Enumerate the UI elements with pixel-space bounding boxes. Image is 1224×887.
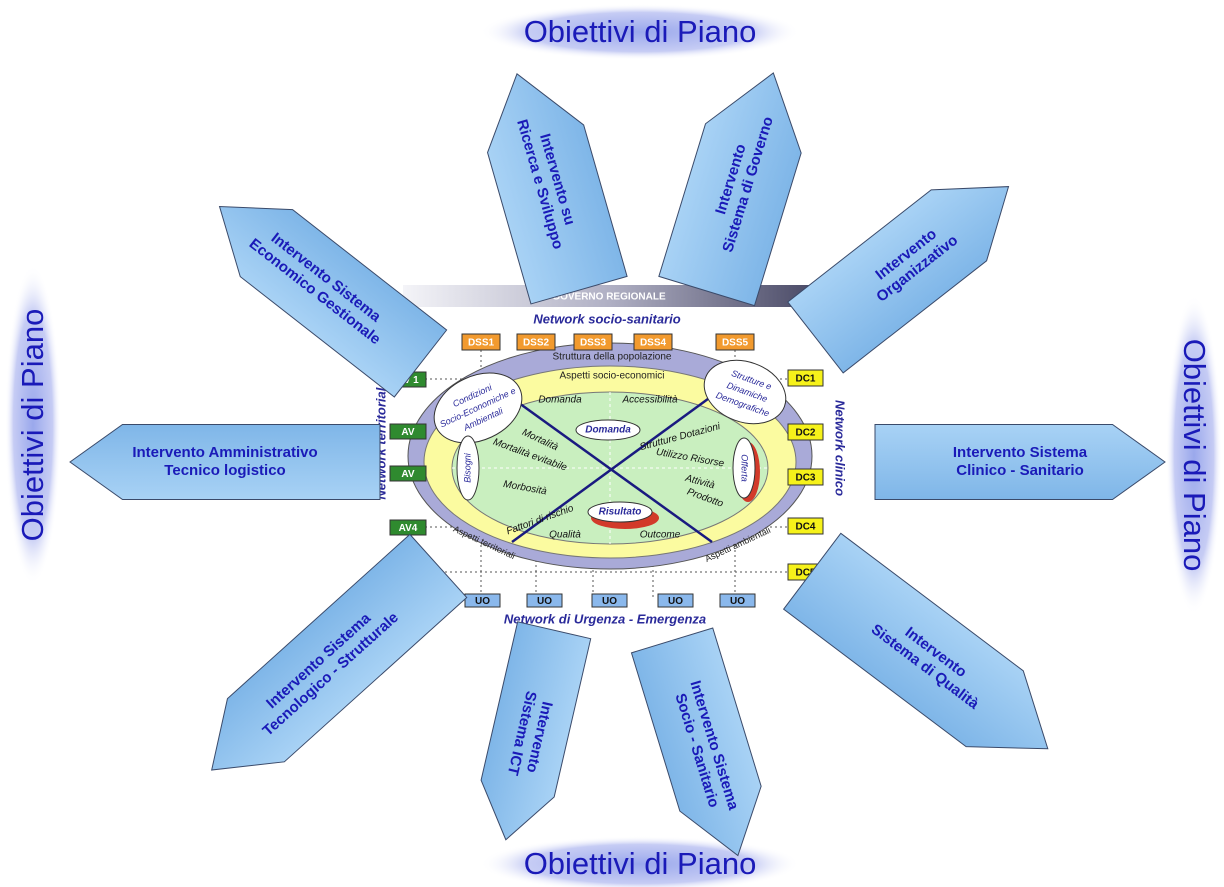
dss-box-label: DSS3 <box>580 338 607 349</box>
dc-box-label: DC4 <box>795 522 815 533</box>
arrow-label: Intervento Amministrativo <box>132 444 317 461</box>
arrow-label: Tecnico logistico <box>164 462 285 479</box>
bubble-text: Offerta <box>740 454 750 482</box>
arrow-label: Clinico - Sanitario <box>956 462 1084 479</box>
dss-box-label: DSS2 <box>523 338 550 349</box>
bubble-text: Domanda <box>585 425 631 436</box>
objective-label: Obiettivi di Piano <box>1166 295 1222 615</box>
av-box-label: AV4 <box>399 523 418 534</box>
av-box-label: AV <box>401 469 414 480</box>
uo-box-label: UO <box>537 596 552 607</box>
uo-box-label: UO <box>602 596 617 607</box>
bubble-text: Bisogni <box>462 452 472 483</box>
bubble-text: Risultato <box>599 507 642 518</box>
ring-label: Struttura della popolazione <box>553 352 672 363</box>
objective-text: Obiettivi di Piano <box>15 309 50 542</box>
dss-box-label: DSS5 <box>722 338 749 349</box>
uo-box-label: UO <box>475 596 490 607</box>
page: Obiettivi di Piano Obiettivi di Piano Obie… <box>0 0 1224 887</box>
arrow-label: Intervento Sistema <box>953 444 1088 461</box>
sector-label: Domanda <box>538 395 582 406</box>
objective-label: Obiettivi di Piano <box>480 4 800 60</box>
uo-box-label: UO <box>668 596 683 607</box>
uo-box-label: UO <box>730 596 745 607</box>
objective-label: Obiettivi di Piano <box>480 836 800 887</box>
network-label: Network di Urgenza - Emergenza <box>504 611 706 626</box>
dss-box-label: DSS1 <box>468 338 495 349</box>
objective-text: Obiettivi di Piano <box>524 846 757 881</box>
av-box-label: AV <box>401 427 414 438</box>
dss-box-label: DSS4 <box>640 338 667 349</box>
objective-text: Obiettivi di Piano <box>524 14 757 49</box>
dc-box-label: DC1 <box>795 374 815 385</box>
network-label: Network clinico <box>833 400 848 496</box>
objective-text: Obiettivi di Piano <box>1177 339 1212 572</box>
dc-box-label: DC2 <box>795 428 815 439</box>
sector-label: Qualità <box>549 530 581 541</box>
sector-label: Accessibilità <box>621 395 677 406</box>
diagram: Obiettivi di Piano Obiettivi di Piano Obie… <box>0 0 1224 887</box>
dc-box-label: DC3 <box>795 473 815 484</box>
sector-label: Outcome <box>640 530 681 541</box>
ring-label: Aspetti socio-economici <box>559 371 664 382</box>
objective-label: Obiettivi di Piano <box>5 265 61 585</box>
network-label: Network socio-sanitario <box>533 311 680 326</box>
